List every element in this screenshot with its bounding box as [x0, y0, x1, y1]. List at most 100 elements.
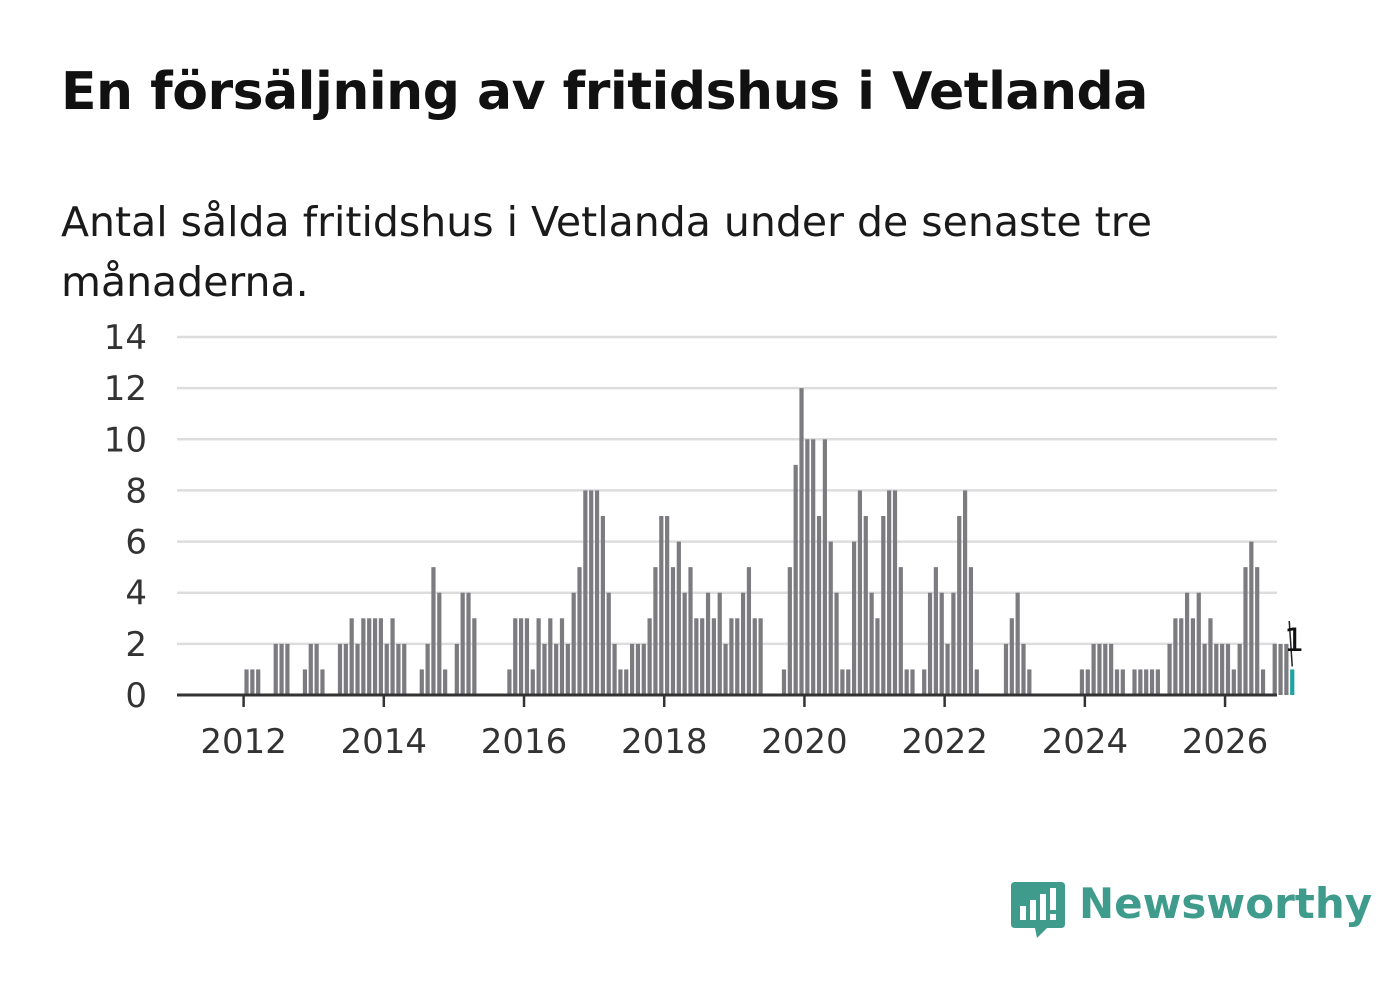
bar: [1179, 618, 1184, 695]
bar: [1079, 669, 1085, 695]
bar: [781, 669, 787, 695]
x-tick-label: 2022: [901, 722, 988, 762]
bar: [1220, 643, 1225, 695]
bar: [1284, 643, 1289, 695]
bar: [583, 490, 588, 695]
bar: [1109, 643, 1114, 695]
bar: [443, 669, 448, 695]
bar: [437, 592, 442, 695]
bar: [308, 643, 313, 695]
bar: [863, 516, 868, 695]
bar: [244, 669, 249, 695]
bar: [1173, 618, 1178, 695]
bar: [711, 618, 716, 695]
page-title: En försäljning av fritidshus i Vetlanda: [61, 62, 1148, 122]
bar: [892, 490, 898, 695]
bar: [840, 669, 845, 695]
bar: [536, 618, 541, 695]
brand-name: Newsworthy: [1079, 879, 1373, 928]
bar: [688, 567, 693, 695]
bar: [372, 618, 378, 695]
bar: [589, 490, 594, 695]
bar: [729, 618, 734, 695]
bar: [349, 618, 354, 695]
bar: [846, 669, 851, 695]
bar: [600, 516, 605, 695]
bar: [700, 618, 705, 695]
bar: [378, 618, 383, 695]
bar: [1155, 669, 1160, 695]
bar: [355, 643, 360, 695]
bar: [758, 618, 763, 695]
bar: [618, 669, 623, 695]
bar: [805, 439, 810, 695]
bar: [285, 643, 290, 695]
bar: [460, 592, 465, 695]
bar: [1249, 541, 1254, 695]
bar: [898, 567, 903, 695]
bar: [746, 567, 752, 695]
bar: [554, 643, 559, 695]
y-tick-label: 10: [104, 420, 147, 460]
x-tick-label: 2016: [481, 722, 568, 762]
bar: [910, 669, 915, 695]
bar: [1091, 643, 1096, 695]
bar: [530, 669, 535, 695]
bar: [945, 643, 950, 695]
bar: [1272, 643, 1277, 695]
bar: [402, 643, 407, 695]
bar: [887, 490, 892, 695]
bar: [933, 567, 938, 695]
bar: [273, 643, 278, 695]
bar: [343, 643, 348, 695]
bar: [1237, 643, 1242, 695]
bar: [1015, 592, 1020, 695]
data-label-last: 1: [1284, 621, 1304, 659]
bar: [612, 643, 617, 695]
bar: [799, 388, 804, 695]
bar: [1214, 643, 1219, 695]
bar: [1103, 643, 1108, 695]
bar: [793, 464, 798, 695]
bar: [390, 618, 395, 695]
bar: [472, 618, 477, 695]
bar: [1260, 669, 1266, 695]
bar: [1021, 643, 1026, 695]
bar: [957, 516, 962, 695]
bar: [396, 643, 401, 695]
newsworthy-logo: Newsworthy: [1011, 880, 1372, 940]
bar: [834, 592, 839, 695]
bar: [1190, 618, 1196, 695]
x-tick-label: 2024: [1042, 722, 1129, 762]
bar: [594, 490, 600, 695]
bar: [1027, 669, 1032, 695]
y-tick-label: 4: [125, 574, 147, 614]
bar: [454, 643, 459, 695]
bar: [571, 592, 576, 695]
bar: [250, 669, 255, 695]
bar: [1184, 592, 1190, 695]
bar: [857, 490, 863, 695]
bar: [1278, 643, 1283, 695]
bar: [384, 643, 389, 695]
bar: [641, 643, 646, 695]
bar: [302, 669, 308, 695]
bar: [524, 618, 530, 695]
bar: [1009, 618, 1014, 695]
bar: [822, 439, 827, 695]
bar: [968, 567, 974, 695]
bar: [851, 541, 857, 695]
x-tick-label: 2018: [621, 722, 708, 762]
bar: [419, 669, 424, 695]
bar: [787, 567, 792, 695]
page-subtitle: Antal sålda fritidshus i Vetlanda under …: [61, 198, 1152, 306]
bar: [1225, 643, 1231, 695]
newsworthy-logo-icon: [1011, 882, 1065, 938]
bar: [1167, 643, 1172, 695]
bar: [682, 592, 687, 695]
bar: [1097, 643, 1102, 695]
bar: [320, 669, 325, 695]
bar: [606, 592, 611, 695]
bars: [244, 388, 1295, 695]
